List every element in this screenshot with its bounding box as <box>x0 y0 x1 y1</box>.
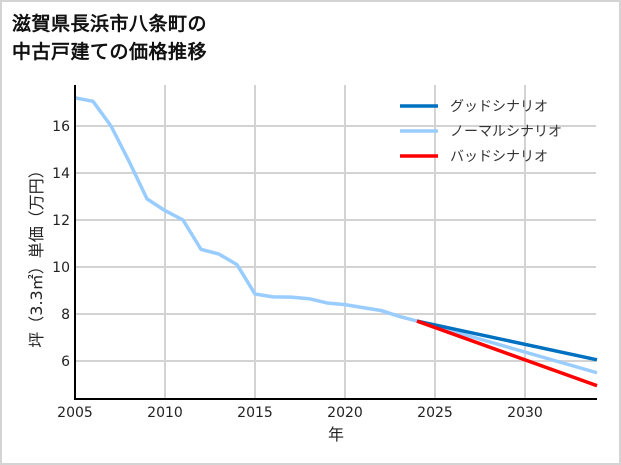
data-series <box>74 96 598 388</box>
legend-label: ノーマルシナリオ <box>450 124 562 140</box>
x-tick-label: 2025 <box>417 405 453 421</box>
grid-lines <box>75 85 596 399</box>
x-tick-label: 2005 <box>57 405 93 421</box>
y-tick-label: 8 <box>61 307 70 323</box>
title-line-1: 滋賀県長浜市八条町の <box>12 13 208 35</box>
x-axis-label: 年 <box>328 425 344 444</box>
y-tick-label: 10 <box>52 260 70 276</box>
y-axis-label: 坪（3.3㎡）単価（万円） <box>27 162 46 347</box>
y-tick-label: 12 <box>52 213 70 229</box>
title-line-2: 中古戸建ての価格推移 <box>12 41 208 63</box>
y-tick-label: 14 <box>52 166 70 182</box>
x-tick-label: 2030 <box>507 405 543 421</box>
x-tick-label: 2020 <box>327 405 363 421</box>
legend-label: グッドシナリオ <box>450 99 548 115</box>
x-tick-label: 2010 <box>147 405 183 421</box>
y-tick-label: 16 <box>52 119 70 135</box>
legend-label: バッドシナリオ <box>450 149 548 165</box>
series-line <box>74 96 598 375</box>
tick-labels: 6 8 10 12 14 16 2005 2010 2015 2020 2025 2030 <box>52 119 543 421</box>
series-line <box>416 319 598 362</box>
x-tick-label: 2015 <box>237 405 273 421</box>
series-line <box>416 319 598 388</box>
y-tick-label: 6 <box>61 354 70 370</box>
chart-title: 滋賀県長浜市八条町の 中古戸建ての価格推移 <box>12 10 207 66</box>
axes <box>74 85 597 400</box>
